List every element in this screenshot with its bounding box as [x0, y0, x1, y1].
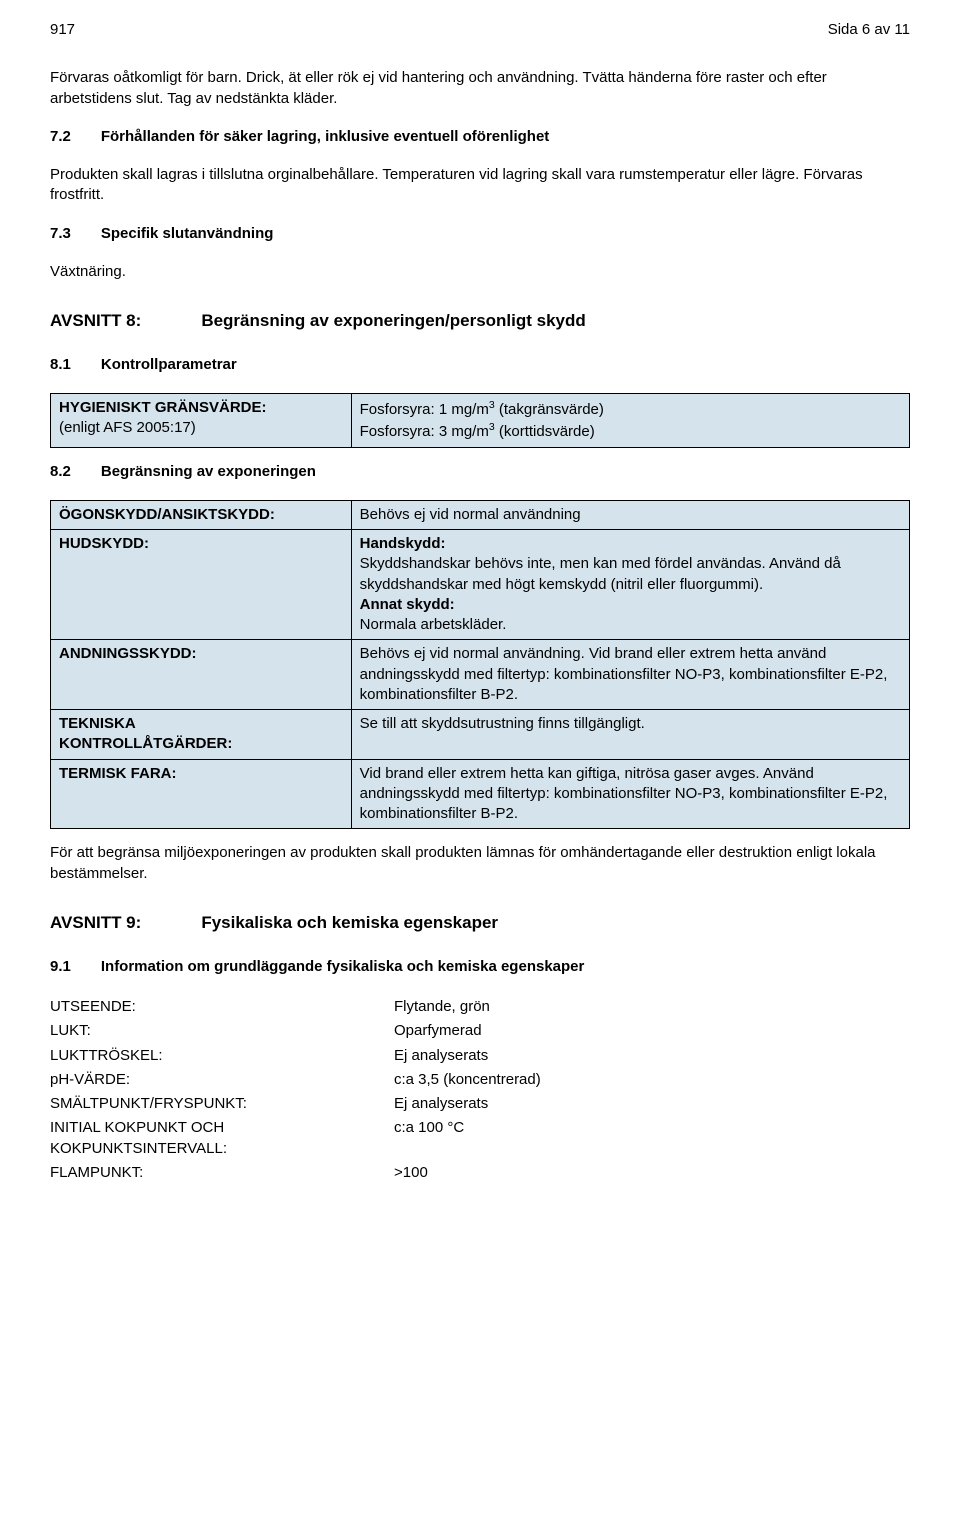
exposure-limits-table: ÖGONSKYDD/ANSIKTSKYDD: Behövs ej vid nor… — [50, 500, 910, 830]
cell-value: Se till att skyddsutrustning finns tillg… — [351, 710, 909, 760]
section-number: AVSNITT 8: — [50, 310, 141, 333]
section-8-2-heading: 8.2 Begränsning av exponeringen — [50, 462, 910, 482]
value-text: Normala arbetskläder. — [360, 616, 507, 633]
property-value: >100 — [394, 1161, 910, 1185]
sub-heading: Annat skydd: — [360, 596, 455, 613]
hygienic-limit-table: HYGIENISKT GRÄNSVÄRDE: (enligt AFS 2005:… — [50, 393, 910, 448]
property-value: Oparfymerad — [394, 1019, 910, 1043]
value-text: Fosforsyra: 3 mg/m — [360, 423, 489, 440]
property-label: LUKT: — [50, 1019, 394, 1043]
property-value: Flytande, grön — [394, 995, 910, 1019]
cell-label: HUDSKYDD: — [51, 530, 352, 640]
property-label: FLAMPUNKT: — [50, 1161, 394, 1185]
section-title: Begränsning av exponeringen — [101, 462, 316, 482]
property-value: Ej analyserats — [394, 1044, 910, 1068]
section-number: 7.2 — [50, 127, 71, 147]
physical-properties-table: UTSEENDE:Flytande, grönLUKT:OparfymeradL… — [50, 995, 910, 1185]
section-number: 8.2 — [50, 462, 71, 482]
value-text: Fosforsyra: 1 mg/m — [360, 401, 489, 418]
value-text: (takgränsvärde) — [495, 401, 604, 418]
cell-value: Handskydd: Skyddshandskar behövs inte, m… — [351, 530, 909, 640]
table-row: HYGIENISKT GRÄNSVÄRDE: (enligt AFS 2005:… — [51, 394, 910, 448]
property-label: LUKTTRÖSKEL: — [50, 1044, 394, 1068]
section-8-2-footer: För att begränsa miljöexponeringen av pr… — [50, 843, 910, 884]
section-9-heading: AVSNITT 9: Fysikaliska och kemiska egens… — [50, 912, 910, 935]
cell-label: TEKNISKA KONTROLLÅTGÄRDER: — [51, 710, 352, 760]
label-line: KONTROLLÅTGÄRDER: — [59, 735, 232, 752]
doc-id: 917 — [50, 20, 75, 40]
property-label: INITIAL KOKPUNKT OCH KOKPUNKTSINTERVALL: — [50, 1116, 394, 1161]
property-label: pH-VÄRDE: — [50, 1068, 394, 1092]
cell-value: Behövs ej vid normal användning. Vid bra… — [351, 640, 909, 710]
section-title: Förhållanden för säker lagring, inklusiv… — [101, 127, 549, 147]
cell-value: Vid brand eller extrem hetta kan giftiga… — [351, 759, 909, 829]
section-7-2-heading: 7.2 Förhållanden för säker lagring, inkl… — [50, 127, 910, 147]
cell-label: ANDNINGSSKYDD: — [51, 640, 352, 710]
section-number: AVSNITT 9: — [50, 912, 141, 935]
table-row: ÖGONSKYDD/ANSIKTSKYDD: Behövs ej vid nor… — [51, 500, 910, 529]
section-8-heading: AVSNITT 8: Begränsning av exponeringen/p… — [50, 310, 910, 333]
section-7-3-body: Växtnäring. — [50, 262, 910, 282]
label-line: HYGIENISKT GRÄNSVÄRDE: — [59, 399, 267, 416]
section-title: Information om grundläggande fysikaliska… — [101, 957, 585, 977]
section-number: 9.1 — [50, 957, 71, 977]
table-row: UTSEENDE:Flytande, grön — [50, 995, 910, 1019]
section-title: Kontrollparametrar — [101, 355, 237, 375]
cell-label: ÖGONSKYDD/ANSIKTSKYDD: — [51, 500, 352, 529]
property-label: SMÄLTPUNKT/FRYSPUNKT: — [50, 1092, 394, 1116]
property-value: c:a 100 °C — [394, 1116, 910, 1161]
label-line: TEKNISKA — [59, 715, 136, 732]
label-subline: (enligt AFS 2005:17) — [59, 419, 196, 436]
table-row: TERMISK FARA: Vid brand eller extrem het… — [51, 759, 910, 829]
sub-heading: Handskydd: — [360, 535, 446, 552]
cell-value: Fosforsyra: 1 mg/m3 (takgränsvärde) Fosf… — [351, 394, 909, 448]
table-row: TEKNISKA KONTROLLÅTGÄRDER: Se till att s… — [51, 710, 910, 760]
page-header: 917 Sida 6 av 11 — [50, 20, 910, 40]
intro-paragraph: Förvaras oåtkomligt för barn. Drick, ät … — [50, 68, 910, 109]
section-title: Specifik slutanvändning — [101, 224, 274, 244]
table-row: HUDSKYDD: Handskydd: Skyddshandskar behö… — [51, 530, 910, 640]
value-text: Skyddshandskar behövs inte, men kan med … — [360, 555, 841, 592]
section-number: 8.1 — [50, 355, 71, 375]
value-text: (korttidsvärde) — [495, 423, 595, 440]
cell-label: HYGIENISKT GRÄNSVÄRDE: (enligt AFS 2005:… — [51, 394, 352, 448]
section-title: Fysikaliska och kemiska egenskaper — [201, 912, 498, 935]
property-value: c:a 3,5 (koncentrerad) — [394, 1068, 910, 1092]
page-number: Sida 6 av 11 — [828, 20, 910, 40]
section-7-2-body: Produkten skall lagras i tillslutna orgi… — [50, 165, 910, 206]
property-label: UTSEENDE: — [50, 995, 394, 1019]
table-row: FLAMPUNKT:>100 — [50, 1161, 910, 1185]
table-row: LUKT:Oparfymerad — [50, 1019, 910, 1043]
section-title: Begränsning av exponeringen/personligt s… — [201, 310, 585, 333]
property-value: Ej analyserats — [394, 1092, 910, 1116]
cell-value: Behövs ej vid normal användning — [351, 500, 909, 529]
cell-label: TERMISK FARA: — [51, 759, 352, 829]
table-row: pH-VÄRDE:c:a 3,5 (koncentrerad) — [50, 1068, 910, 1092]
section-7-3-heading: 7.3 Specifik slutanvändning — [50, 224, 910, 244]
table-row: SMÄLTPUNKT/FRYSPUNKT:Ej analyserats — [50, 1092, 910, 1116]
table-row: LUKTTRÖSKEL:Ej analyserats — [50, 1044, 910, 1068]
section-number: 7.3 — [50, 224, 71, 244]
section-9-1-heading: 9.1 Information om grundläggande fysikal… — [50, 957, 910, 977]
table-row: INITIAL KOKPUNKT OCH KOKPUNKTSINTERVALL:… — [50, 1116, 910, 1161]
table-row: ANDNINGSSKYDD: Behövs ej vid normal anvä… — [51, 640, 910, 710]
section-8-1-heading: 8.1 Kontrollparametrar — [50, 355, 910, 375]
